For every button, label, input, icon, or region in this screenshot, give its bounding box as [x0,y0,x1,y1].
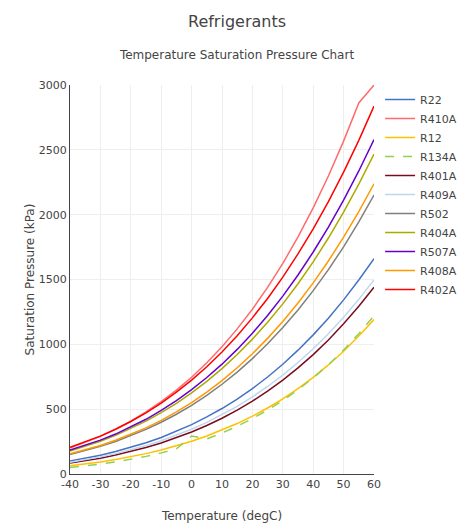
svg-text:Saturation Pressure (kPa): Saturation Pressure (kPa) [23,204,37,356]
svg-text:R409A: R409A [420,189,457,202]
svg-text:-20: -20 [122,478,140,491]
svg-text:Temperature Saturation Pressur: Temperature Saturation Pressure Chart [119,48,355,62]
svg-text:-10: -10 [152,478,170,491]
svg-text:60: 60 [367,478,381,491]
svg-text:-30: -30 [91,478,109,491]
svg-text:0: 0 [60,468,67,481]
svg-text:Temperature (degC): Temperature (degC) [161,509,282,523]
svg-text:R134A: R134A [420,151,457,164]
svg-text:R12: R12 [420,132,442,145]
svg-text:R410A: R410A [420,113,457,126]
svg-text:10: 10 [215,478,229,491]
svg-text:Refrigerants: Refrigerants [188,12,286,31]
svg-text:R507A: R507A [420,246,457,259]
svg-text:40: 40 [306,478,320,491]
svg-text:50: 50 [337,478,351,491]
svg-text:0: 0 [188,478,195,491]
svg-text:-40: -40 [61,478,79,491]
svg-text:2000: 2000 [39,209,67,222]
svg-text:R502: R502 [420,208,449,221]
svg-text:20: 20 [245,478,259,491]
svg-text:30: 30 [276,478,290,491]
svg-text:R22: R22 [420,94,442,107]
svg-text:500: 500 [46,403,67,416]
svg-text:2500: 2500 [39,144,67,157]
svg-text:R404A: R404A [420,227,457,240]
svg-text:3000: 3000 [39,79,67,92]
svg-text:R401A: R401A [420,170,457,183]
svg-text:R408A: R408A [420,265,457,278]
svg-text:R402A: R402A [420,284,457,297]
svg-text:1000: 1000 [39,338,67,351]
svg-text:1500: 1500 [39,273,67,286]
